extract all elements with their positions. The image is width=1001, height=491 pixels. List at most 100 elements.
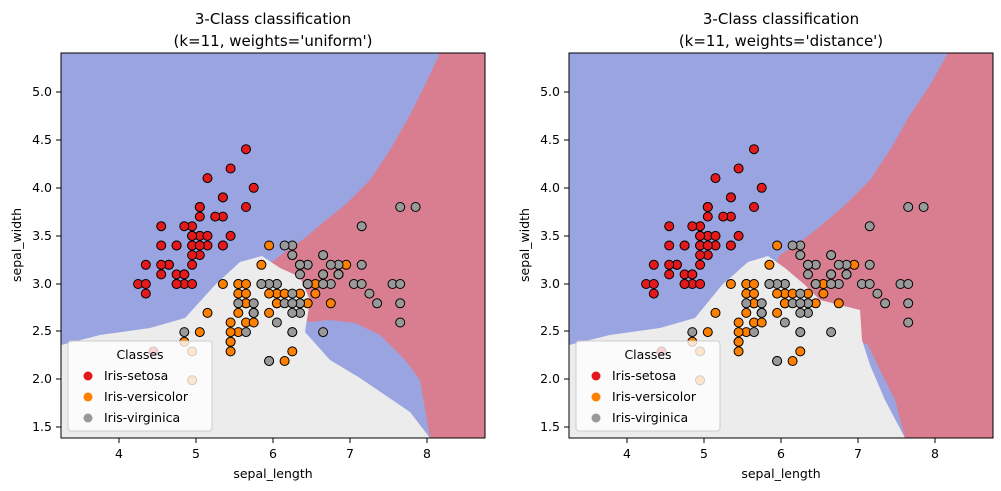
legend-box: [67, 340, 213, 432]
x-axis-label: sepal_length: [233, 466, 312, 481]
data-point-versicolor: [310, 288, 321, 299]
data-point-setosa: [718, 211, 729, 222]
data-point-setosa: [140, 279, 151, 289]
data-point-virginica: [903, 298, 914, 309]
data-point-versicolor: [287, 346, 298, 357]
data-point-setosa: [725, 192, 736, 203]
data-point-virginica: [864, 279, 875, 289]
y-axis-label: sepal_width: [9, 208, 24, 282]
data-point-versicolor: [725, 279, 736, 289]
legend-title: Classes: [116, 347, 163, 362]
data-point-setosa: [687, 269, 698, 280]
data-point-virginica: [826, 327, 837, 338]
data-point-virginica: [318, 269, 329, 280]
y-axis-label: sepal_width: [517, 208, 532, 282]
data-point-setosa: [695, 259, 706, 270]
data-point-virginica: [772, 356, 783, 366]
data-point-virginica: [333, 269, 344, 280]
data-point-setosa: [695, 279, 706, 289]
data-point-versicolor: [756, 317, 767, 328]
legend-marker-setosa: [83, 371, 93, 381]
data-point-virginica: [803, 259, 813, 270]
data-point-setosa: [710, 230, 721, 241]
x-tick-label: 6: [269, 446, 277, 461]
y-tick-label: 4.0: [32, 180, 52, 195]
legend-marker-setosa: [591, 371, 601, 381]
data-point-virginica: [687, 327, 698, 338]
data-point-setosa: [156, 259, 167, 270]
data-point-virginica: [795, 250, 806, 261]
data-point-setosa: [733, 163, 744, 174]
data-point-virginica: [287, 327, 298, 338]
data-point-setosa: [171, 240, 182, 251]
data-point-setosa: [202, 230, 213, 241]
data-point-virginica: [241, 327, 251, 338]
data-point-versicolor: [741, 307, 752, 318]
data-point-setosa: [710, 173, 721, 184]
data-point-virginica: [395, 202, 406, 212]
data-point-setosa: [140, 259, 151, 270]
data-point-virginica: [248, 307, 259, 318]
data-point-setosa: [187, 279, 198, 289]
legend-marker-versicolor: [591, 392, 601, 402]
data-point-versicolor: [733, 327, 744, 338]
data-point-setosa: [725, 240, 736, 251]
data-point-virginica: [179, 327, 190, 338]
data-point-versicolor: [256, 259, 267, 270]
data-point-setosa: [679, 240, 690, 251]
data-point-setosa: [749, 202, 759, 212]
data-point-setosa: [695, 250, 706, 261]
data-point-setosa: [241, 144, 251, 155]
y-tick-label: 2.5: [32, 323, 52, 338]
data-point-virginica: [410, 202, 421, 212]
data-point-versicolor: [241, 288, 251, 299]
data-point-virginica: [749, 327, 759, 338]
data-point-versicolor: [818, 288, 829, 299]
data-point-setosa: [194, 240, 205, 251]
data-point-setosa: [702, 211, 713, 222]
x-axis-label: sepal_length: [741, 466, 820, 481]
data-point-versicolor: [325, 298, 336, 309]
x-tick-label: 5: [192, 446, 200, 461]
data-point-virginica: [364, 288, 375, 299]
panel-uniform: 3-Class classification (k=11, weights='u…: [9, 10, 486, 481]
data-point-virginica: [318, 279, 329, 289]
data-point-versicolor: [749, 279, 759, 289]
data-point-virginica: [803, 269, 813, 280]
data-point-virginica: [233, 298, 244, 309]
data-point-versicolor: [772, 240, 783, 251]
data-point-virginica: [372, 298, 383, 309]
data-point-setosa: [756, 182, 767, 193]
y-tick-label: 3.0: [540, 276, 560, 291]
data-point-versicolor: [225, 317, 236, 328]
data-point-virginica: [395, 317, 406, 328]
x-axis: 4 5 6 7 8 sepal_length: [623, 438, 939, 481]
chart-title-line1: 3-Class classification: [703, 10, 859, 28]
data-point-setosa: [664, 259, 675, 270]
legend: Classes Iris-setosa Iris-versicolor Iris…: [67, 340, 213, 432]
data-point-virginica: [756, 307, 767, 318]
chart-title-line2: (k=11, weights='distance'): [679, 32, 883, 50]
data-point-setosa: [702, 202, 713, 212]
data-point-virginica: [395, 279, 406, 289]
chart-title-line2: (k=11, weights='uniform'): [174, 32, 373, 50]
data-point-virginica: [795, 307, 806, 318]
y-axis: 1.5 2.0 2.5 3.0 3.5 4.0 4.5 5.0 sepal_wi…: [9, 84, 61, 434]
x-axis: 4 5 6 7 8 sepal_length: [115, 438, 431, 481]
data-point-virginica: [302, 279, 313, 289]
data-point-versicolor: [225, 336, 236, 347]
data-point-virginica: [903, 279, 914, 289]
x-tick-label: 8: [931, 446, 939, 461]
x-tick-label: 4: [623, 446, 631, 461]
data-point-virginica: [918, 202, 929, 212]
data-point-virginica: [903, 317, 914, 328]
data-point-versicolor: [795, 346, 806, 357]
data-point-virginica: [287, 250, 298, 261]
data-point-versicolor: [733, 336, 744, 347]
data-point-setosa: [187, 259, 198, 270]
data-point-versicolor: [225, 346, 236, 357]
y-tick-label: 2.0: [32, 371, 52, 386]
data-point-versicolor: [772, 307, 783, 318]
data-point-setosa: [194, 202, 205, 212]
